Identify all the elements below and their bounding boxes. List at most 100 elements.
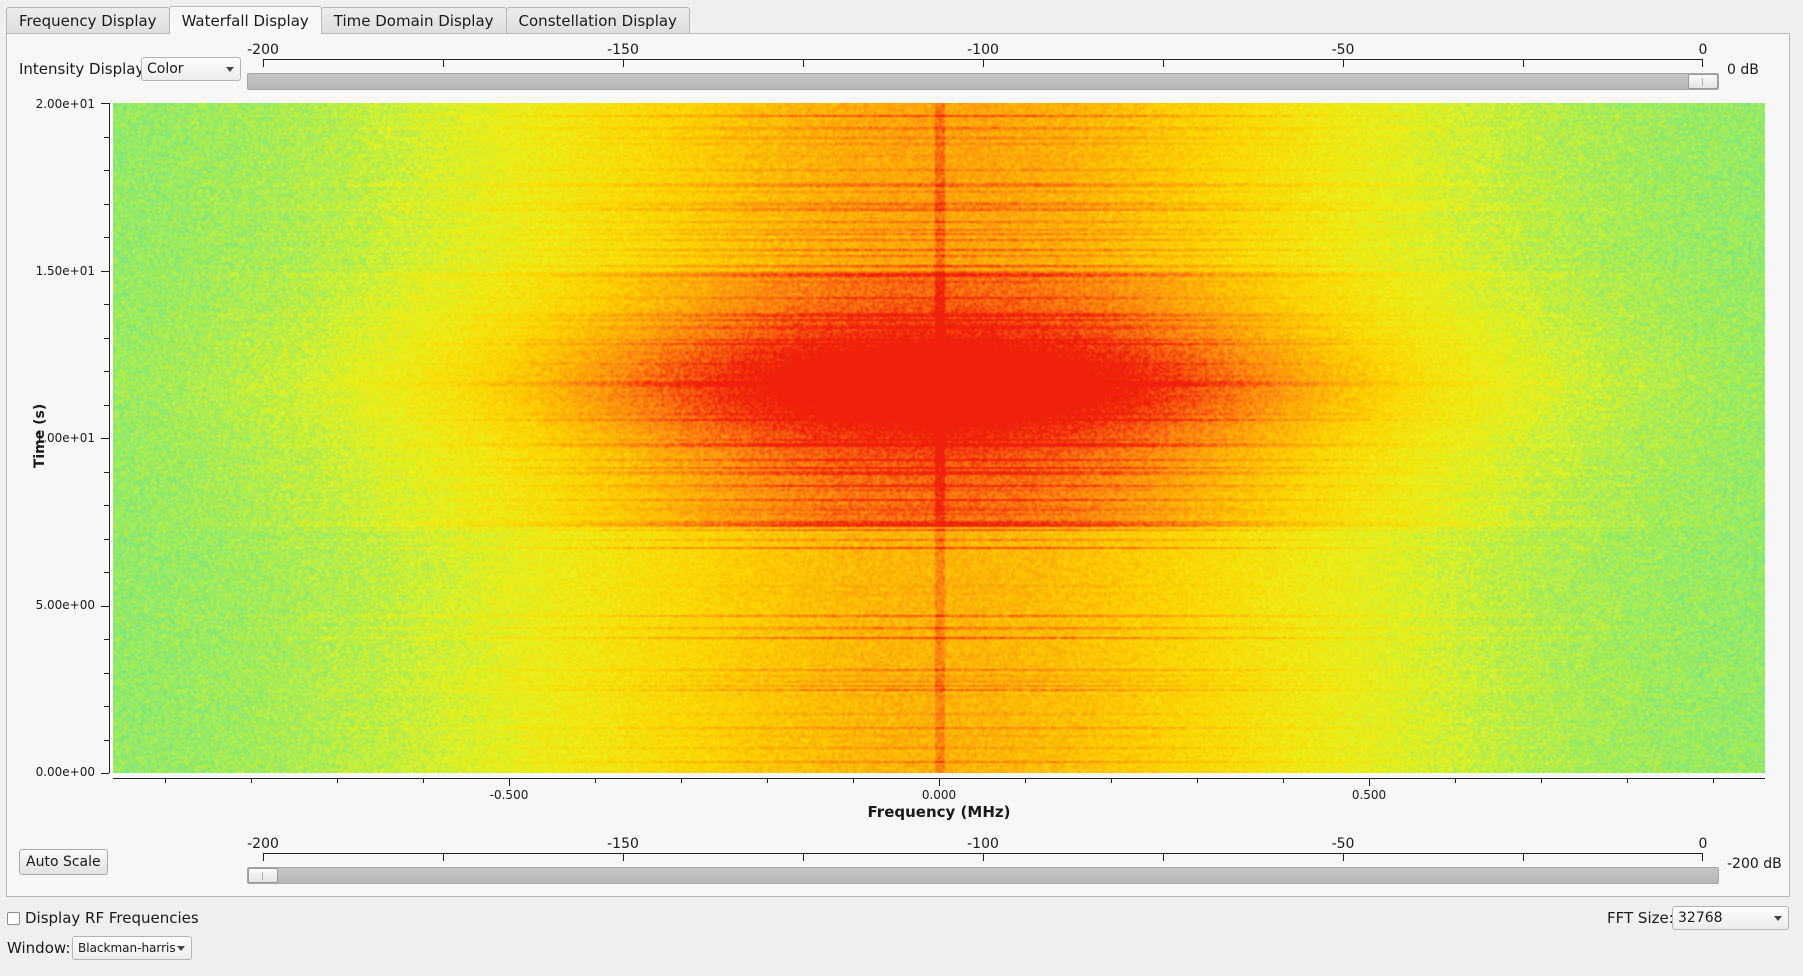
- chevron-down-icon: [1774, 916, 1782, 921]
- y-axis-tick: [104, 203, 109, 205]
- auto-scale-button[interactable]: Auto Scale: [19, 849, 108, 875]
- x-axis-tick: [165, 778, 166, 783]
- y-axis-title: Time (s): [32, 403, 49, 469]
- chevron-down-icon: [177, 946, 185, 951]
- y-axis-tick: [101, 773, 109, 774]
- x-axis-tick: [423, 778, 424, 783]
- x-tick-label: 0.000: [921, 788, 957, 802]
- top-scale-tick-label: -100: [967, 42, 999, 58]
- intensity-display-label: Intensity Display:: [19, 60, 149, 78]
- max-intensity-slider-handle[interactable]: [1688, 74, 1718, 89]
- y-axis-tick: [104, 538, 109, 540]
- top-scale-tick: [1163, 59, 1164, 67]
- y-axis-tick: [101, 438, 109, 439]
- x-axis-tick: [1369, 778, 1370, 786]
- top-scale-tick: [623, 59, 624, 67]
- fft-size-value: 32768: [1678, 910, 1723, 926]
- x-axis-tick: [1455, 778, 1456, 783]
- fft-size-select[interactable]: 32768: [1672, 906, 1789, 930]
- window-label: Window:: [7, 939, 71, 957]
- waterfall-plot[interactable]: [113, 103, 1765, 773]
- y-axis-tick: [104, 170, 109, 171]
- top-scale-tick: [803, 59, 804, 67]
- y-tick-label: 0.00e+00: [35, 765, 95, 779]
- y-axis-tick: [101, 270, 109, 272]
- x-axis-tick: [251, 778, 252, 783]
- min-intensity-slider-handle[interactable]: [248, 868, 278, 883]
- y-axis-line: [109, 103, 110, 773]
- top-db-scale: -200 -150 -100 -50 0: [247, 42, 1707, 68]
- bottom-scale-tick-label: -50: [1331, 836, 1355, 852]
- window-value: Blackman-harris: [78, 941, 176, 955]
- y-tick-label: 1.00e+01: [35, 431, 95, 445]
- bottom-scale-tick: [1702, 853, 1703, 861]
- y-axis-tick: [101, 103, 109, 104]
- top-scale-tick-label: 0: [1698, 42, 1708, 58]
- top-scale-tick-label: -150: [607, 42, 639, 58]
- x-axis-tick: [1713, 778, 1714, 783]
- top-scale-tick: [1343, 59, 1344, 67]
- y-tick-label: 5.00e+00: [35, 598, 95, 612]
- window-select[interactable]: Blackman-harris: [72, 936, 192, 960]
- x-axis-tick: [1111, 778, 1112, 783]
- y-axis-tick: [104, 639, 109, 640]
- top-scale-tick-label: -50: [1331, 42, 1355, 58]
- x-axis-tick: [1627, 778, 1628, 783]
- y-axis-tick: [104, 672, 109, 674]
- intensity-display-value: Color: [147, 61, 184, 77]
- y-axis-tick: [104, 572, 109, 573]
- x-axis-title: Frequency (MHz): [867, 803, 1011, 821]
- bottom-scale-tick: [443, 853, 444, 861]
- y-axis-tick: [104, 304, 109, 305]
- y-axis-tick: [104, 706, 109, 707]
- bottom-scale-tick: [623, 853, 624, 861]
- min-intensity-value: -200 dB: [1727, 856, 1782, 872]
- min-intensity-slider[interactable]: [247, 867, 1719, 884]
- y-tick-label: 2.00e+01: [35, 97, 95, 111]
- max-intensity-slider[interactable]: [247, 73, 1719, 90]
- bottom-scale-tick-label: -150: [607, 836, 639, 852]
- bottom-scale-tick-label: -200: [247, 836, 279, 852]
- y-axis-tick: [104, 337, 109, 339]
- tab-waterfall-display[interactable]: Waterfall Display: [168, 6, 322, 34]
- tab-time-domain-display[interactable]: Time Domain Display: [320, 7, 507, 33]
- y-tick-label: 1.50e+01: [35, 264, 95, 278]
- x-axis-tick: [1025, 778, 1026, 783]
- tab-frequency-display[interactable]: Frequency Display: [6, 7, 170, 33]
- x-tick-label: -0.500: [489, 788, 529, 802]
- max-intensity-value: 0 dB: [1727, 62, 1759, 78]
- x-axis-tick: [1283, 778, 1284, 783]
- top-scale-tick: [1523, 59, 1524, 67]
- x-axis-tick: [939, 778, 940, 786]
- bottom-db-scale: -200 -150 -100 -50 0: [247, 836, 1707, 862]
- tab-bar: Frequency Display Waterfall Display Time…: [6, 6, 690, 34]
- x-axis-tick: [767, 778, 768, 783]
- bottom-scale-tick: [1523, 853, 1524, 861]
- x-axis-tick: [337, 778, 338, 783]
- top-scale-tick: [443, 59, 444, 67]
- x-axis-tick: [681, 778, 682, 783]
- tab-constellation-display[interactable]: Constellation Display: [505, 7, 690, 33]
- x-axis-tick: [1541, 778, 1542, 783]
- y-axis-tick: [104, 404, 109, 406]
- x-tick-label: 0.500: [1351, 788, 1387, 802]
- top-scale-tick-label: -200: [247, 42, 279, 58]
- y-axis-tick: [101, 605, 109, 607]
- x-axis-tick: [1197, 778, 1198, 783]
- bottom-scale-tick-label: 0: [1698, 836, 1708, 852]
- y-axis-tick: [104, 471, 109, 473]
- bottom-scale-tick: [1163, 853, 1164, 861]
- bottom-scale-tick: [1343, 853, 1344, 861]
- x-axis-tick: [509, 778, 510, 786]
- y-axis-tick: [104, 739, 109, 741]
- y-axis-tick: [104, 237, 109, 238]
- bottom-scale-tick-label: -100: [967, 836, 999, 852]
- bottom-scale-tick: [803, 853, 804, 861]
- intensity-display-select[interactable]: Color: [141, 57, 241, 81]
- x-axis-tick: [853, 778, 854, 783]
- display-rf-frequencies-checkbox[interactable]: [7, 912, 20, 925]
- bottom-scale-tick: [263, 853, 264, 861]
- fft-size-label: FFT Size:: [1607, 909, 1674, 927]
- y-axis-tick: [104, 505, 109, 506]
- top-scale-tick: [983, 59, 984, 67]
